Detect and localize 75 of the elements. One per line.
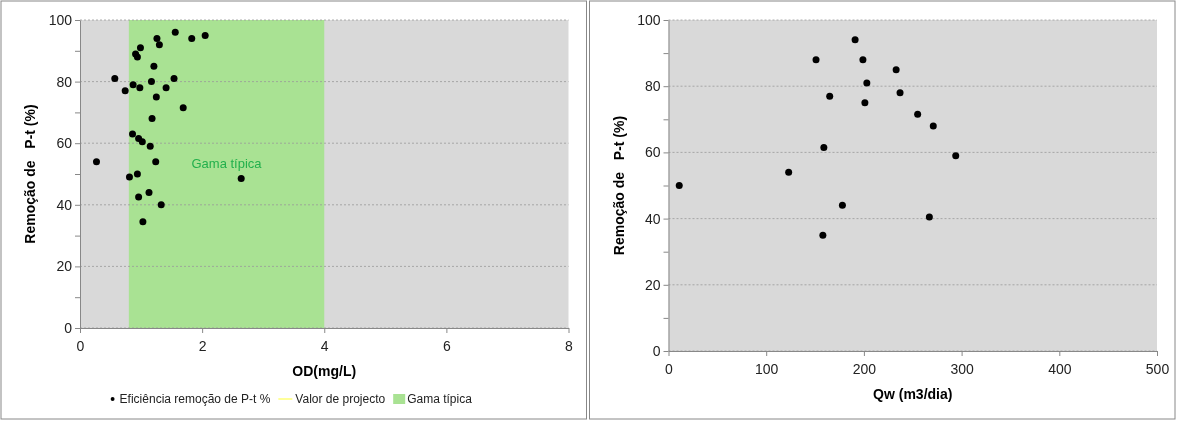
point xyxy=(146,142,154,150)
point xyxy=(145,188,153,196)
band-label: Gama típica xyxy=(191,155,263,171)
point xyxy=(133,170,141,178)
point xyxy=(201,31,209,39)
point xyxy=(152,93,160,101)
point xyxy=(859,56,867,64)
x-tick-label: 300 xyxy=(950,361,974,378)
point xyxy=(125,173,133,181)
point xyxy=(188,34,196,42)
text: Gama típica xyxy=(407,392,472,406)
point xyxy=(139,218,147,226)
point xyxy=(819,231,827,239)
point xyxy=(170,75,178,83)
point xyxy=(147,78,155,86)
y-tick-label: 60 xyxy=(56,135,73,152)
x-tick-label: 0 xyxy=(76,338,85,355)
point xyxy=(892,66,900,74)
y-tick-label: 40 xyxy=(644,210,661,227)
point xyxy=(820,143,828,151)
point xyxy=(111,75,119,83)
point xyxy=(171,28,179,36)
point xyxy=(925,213,933,221)
y-tick-label: 0 xyxy=(64,319,73,336)
x-tick-label: 100 xyxy=(755,361,779,378)
y-tick-label: 80 xyxy=(644,78,661,95)
point xyxy=(155,41,163,49)
point xyxy=(812,56,820,64)
x-tick-label: 2 xyxy=(198,338,207,355)
x-tick-label: 8 xyxy=(565,338,574,355)
y-tick-label: 80 xyxy=(56,73,73,90)
point xyxy=(237,175,245,183)
point xyxy=(153,34,161,42)
point xyxy=(162,84,170,92)
point xyxy=(785,168,793,176)
y-tick-label: 40 xyxy=(56,196,73,213)
point xyxy=(179,104,187,112)
x-tick-label: 6 xyxy=(442,338,451,355)
point xyxy=(826,92,834,100)
point xyxy=(952,152,960,160)
point xyxy=(148,115,156,123)
x-axis-title: Qw (m3/dia) xyxy=(873,386,953,402)
x-tick-label: 4 xyxy=(320,338,329,355)
point xyxy=(136,84,144,92)
y-tick-label: 20 xyxy=(56,258,73,275)
point xyxy=(157,201,165,209)
point xyxy=(135,193,143,201)
y-tick-label: 20 xyxy=(644,276,661,293)
point xyxy=(150,62,158,70)
y-tick-label: 60 xyxy=(644,144,661,161)
point xyxy=(675,182,683,189)
point xyxy=(929,122,937,130)
legend-label: Valor de projecto xyxy=(295,392,386,406)
y-tick-label: 100 xyxy=(48,11,73,28)
point xyxy=(896,89,904,97)
point xyxy=(863,79,871,87)
point xyxy=(838,201,846,209)
y-axis-title: Remoção de P-t (%) xyxy=(22,104,38,244)
x-tick-label: 0 xyxy=(665,361,674,378)
point xyxy=(851,36,859,44)
point xyxy=(129,130,137,138)
point xyxy=(136,44,144,52)
x-tick-label: 200 xyxy=(852,361,877,378)
point xyxy=(914,110,922,118)
x-tick-label: 500 xyxy=(1145,361,1170,378)
y-axis-title: Remoção de P-t (%) xyxy=(610,115,627,256)
x-tick-label: 400 xyxy=(1048,361,1072,378)
point xyxy=(129,81,137,89)
y-tick-label: 100 xyxy=(637,11,661,28)
point xyxy=(92,158,100,166)
point xyxy=(152,158,160,166)
point xyxy=(861,99,869,107)
point xyxy=(121,87,129,95)
text: Eficiência remoção de P-t % xyxy=(119,392,271,406)
x-axis-title: OD(mg/L) xyxy=(292,363,357,379)
